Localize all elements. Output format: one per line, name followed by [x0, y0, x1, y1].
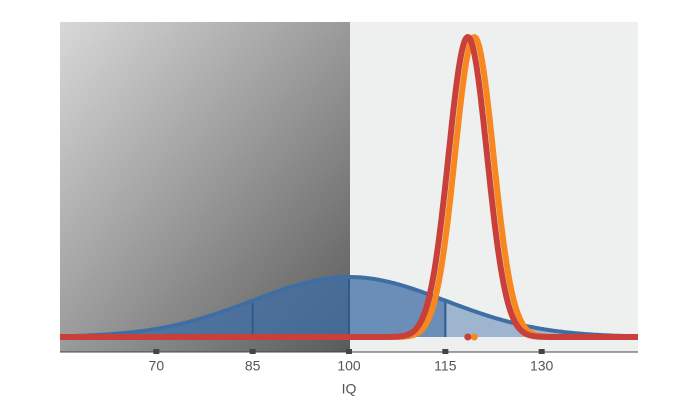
mean-marker	[464, 333, 472, 341]
x-tick-label: 115	[434, 358, 457, 374]
x-tick	[346, 349, 352, 354]
x-tick	[538, 349, 545, 354]
x-tick-label: 100	[337, 358, 361, 374]
density-curve	[60, 275, 638, 339]
x-tick	[442, 349, 449, 354]
density-curve	[58, 34, 640, 340]
x-axis-label: IQ	[342, 381, 357, 397]
x-tick	[249, 349, 256, 354]
x-tick-label: 70	[149, 358, 165, 374]
x-tick	[153, 349, 160, 354]
x-tick-label: 130	[530, 358, 554, 374]
outer-band	[445, 300, 638, 337]
mean-marker	[470, 333, 478, 341]
x-tick-label: 85	[245, 358, 261, 374]
